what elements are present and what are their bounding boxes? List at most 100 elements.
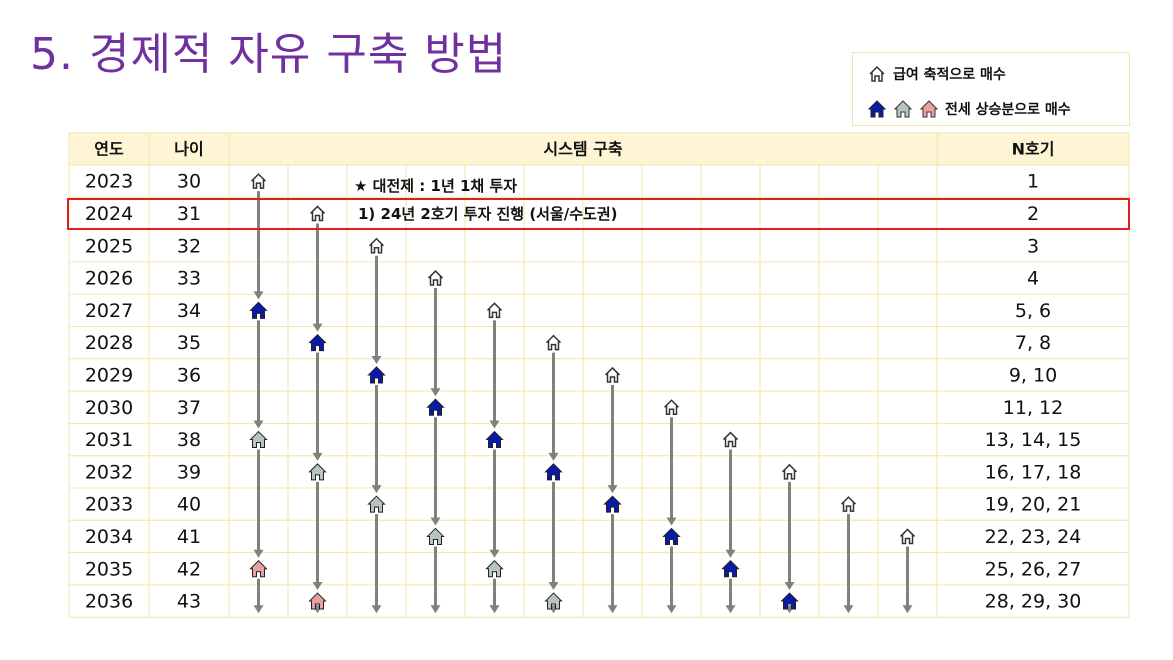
cell-n: 5, 6	[1015, 300, 1051, 322]
arrow-head	[371, 605, 382, 614]
cell-age: 30	[177, 171, 201, 193]
cell-age: 36	[177, 364, 201, 386]
legend-salary: 급여 축적으로 매수	[867, 64, 1006, 84]
house-outline-icon	[427, 269, 444, 286]
cell-n: 1	[1027, 171, 1039, 193]
cell-year: 2029	[85, 364, 133, 386]
cell-year: 2025	[85, 235, 133, 257]
header-age: 나이	[174, 140, 203, 159]
house-gray-icon	[308, 463, 327, 481]
house-gray-icon	[249, 430, 268, 449]
cell-n: 22, 23, 24	[985, 526, 1082, 548]
cell-n: 13, 14, 15	[985, 429, 1082, 451]
cell-n: 11, 12	[1003, 397, 1063, 419]
highlight-box-2024	[67, 198, 1130, 230]
house-pink-icon	[308, 592, 327, 610]
arrow-head	[548, 452, 559, 461]
house-outline-icon	[663, 399, 680, 415]
page-title: 5. 경제적 자유 구축 방법	[30, 29, 508, 80]
cell-year: 2030	[85, 397, 133, 419]
arrow-head	[312, 582, 323, 591]
arrow-head	[253, 420, 264, 429]
house-blue-icon	[867, 100, 887, 118]
cell-year: 2034	[85, 526, 133, 548]
cell-age: 42	[177, 558, 201, 580]
arrow-head	[725, 549, 736, 558]
cell-year: 2035	[85, 558, 133, 580]
arrow-head	[489, 605, 500, 614]
arrow-head	[843, 605, 854, 614]
house-blue-icon	[662, 527, 681, 545]
house-gray-icon	[544, 592, 563, 610]
house-outline-icon	[899, 528, 916, 545]
arrow-head	[666, 605, 677, 614]
house-gray-icon	[485, 560, 504, 578]
cell-year: 2033	[85, 494, 133, 516]
house-outline-icon	[309, 205, 326, 222]
cell-age: 39	[177, 461, 201, 483]
cell-age: 33	[177, 268, 201, 290]
arrow-head	[902, 605, 913, 614]
arrow-head	[489, 549, 500, 558]
cell-age: 37	[177, 397, 201, 419]
header-n: N호기	[1012, 140, 1055, 159]
house-pink-icon	[919, 100, 939, 118]
cell-age: 34	[177, 300, 201, 322]
header-system: 시스템 구축	[543, 140, 622, 159]
cell-n: 9, 10	[1009, 364, 1057, 386]
house-outline-icon	[840, 496, 857, 512]
arrow-head	[784, 582, 795, 591]
cell-n: 28, 29, 30	[985, 591, 1082, 613]
cell-age: 35	[177, 332, 201, 354]
arrow-head	[489, 420, 500, 429]
point1-note: 1) 24년 2호기 투자 진행 (서울/수도권)	[358, 205, 618, 223]
cell-n: 7, 8	[1015, 332, 1051, 354]
cell-year: 2024	[85, 203, 133, 225]
legend-salary-label: 급여 축적으로 매수	[893, 67, 1006, 83]
house-gray-icon	[893, 100, 913, 118]
house-outline-icon	[869, 65, 885, 82]
cell-n: 25, 26, 27	[985, 558, 1082, 580]
cell-age: 40	[177, 494, 201, 516]
cell-n: 19, 20, 21	[985, 494, 1082, 516]
house-outline-icon	[545, 334, 562, 351]
cell-year: 2027	[85, 300, 133, 322]
house-blue-icon	[721, 560, 740, 578]
arrow-head	[430, 605, 441, 614]
arrow-head	[725, 605, 736, 614]
cell-year: 2023	[85, 171, 133, 193]
cell-year: 2026	[85, 268, 133, 290]
cell-age: 32	[177, 235, 201, 257]
house-blue-icon	[485, 430, 504, 449]
cell-year: 2032	[85, 461, 133, 483]
premise-note: ★ 대전제 : 1년 1채 투자	[354, 177, 518, 195]
house-outline-icon	[722, 431, 739, 448]
cell-n: 4	[1027, 268, 1039, 290]
table-header-bg	[69, 133, 1129, 165]
arrow-head	[430, 517, 441, 526]
house-blue-icon	[308, 333, 327, 352]
house-outline-icon	[368, 237, 385, 254]
arrow-head	[253, 549, 264, 558]
cell-age: 41	[177, 526, 201, 548]
legend-box: 급여 축적으로 매수 전세 상승분으로 매수	[852, 52, 1130, 126]
house-pink-icon	[249, 560, 268, 578]
legend-jeonse-label: 전세 상승분으로 매수	[945, 102, 1071, 118]
house-blue-icon	[426, 398, 445, 416]
cell-age: 43	[177, 591, 201, 613]
arrow-head	[253, 605, 264, 614]
house-blue-icon	[603, 495, 622, 513]
arrow-head	[666, 517, 677, 526]
arrow-head	[312, 452, 323, 461]
cell-year: 2031	[85, 429, 133, 451]
arrow-head	[312, 323, 323, 332]
house-outline-icon	[486, 302, 503, 319]
house-outline-icon	[250, 173, 267, 189]
cell-year: 2036	[85, 591, 133, 613]
house-gray-icon	[426, 527, 445, 545]
house-blue-icon	[367, 366, 386, 384]
cell-age: 38	[177, 429, 201, 451]
header-year: 연도	[94, 140, 124, 159]
arrow-head	[607, 605, 618, 614]
